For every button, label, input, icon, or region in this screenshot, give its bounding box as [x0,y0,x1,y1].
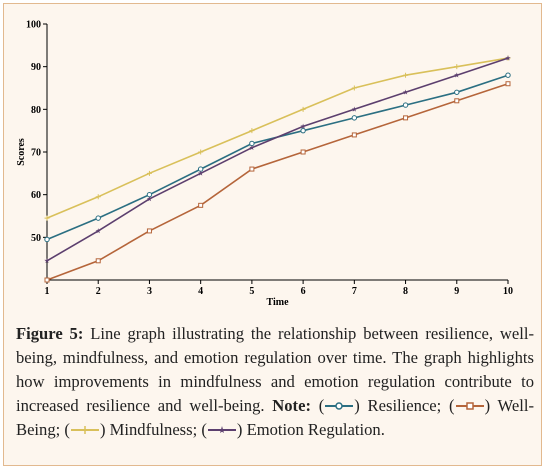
caption-text: Line graph illustrating the relationship… [16,324,534,415]
x-tick-label: 2 [96,286,101,297]
x-tick-label: 10 [503,286,513,297]
data-point-mindfulness [44,215,50,221]
y-tick-label: 70 [31,148,41,159]
data-point-resilience [44,236,50,243]
figure-caption: Figure 5: Line graph illustrating the re… [16,322,534,442]
legend-item-resilience: () Resilience; [318,396,442,415]
x-tick-label: 5 [249,286,254,297]
resilience-line-symbol [325,402,354,410]
legend-item-mindfulness: () Mindfulness; [64,420,198,439]
data-point-resilience [351,115,358,121]
line-chart: 50 60 70 80 90 100 1 2 3 4 5 6 7 8 9 10 Time Scores [16,20,513,309]
data-point-well-being [146,228,152,234]
data-point-resilience [454,89,460,95]
data-point-well-being [505,81,511,87]
data-point-emotion-regulation [249,144,255,150]
data-point-emotion-regulation [44,258,50,264]
data-point-resilience [95,215,101,221]
data-point-mindfulness [249,128,255,134]
data-point-mindfulness [454,64,460,70]
x-tick-label: 1 [45,286,50,297]
data-point-mindfulness [351,85,357,91]
data-point-emotion-regulation [300,123,306,129]
data-point-resilience [300,127,306,134]
data-point-well-being [351,132,357,138]
data-point-emotion-regulation [402,89,409,95]
y-tick-label: 90 [31,62,41,73]
mindfulness-line-symbol [70,426,99,434]
series-line-emotion-regulation [46,57,509,262]
legend-label-emotion-regulation: Emotion Regulation. [246,420,385,439]
series-line-well-being [46,82,509,281]
x-axis-label: Time [266,297,289,308]
data-point-emotion-regulation [505,55,511,61]
data-point-resilience [146,191,153,198]
x-tick-label: 8 [403,286,408,297]
data-point-well-being [300,149,306,155]
data-point-mindfulness [95,194,101,200]
data-point-mindfulness [403,72,409,78]
data-point-resilience [402,102,409,108]
data-point-mindfulness [146,170,152,176]
y-tick-label: 50 [31,233,41,244]
y-tick-label: 80 [31,105,41,116]
data-point-resilience [505,72,511,78]
data-point-emotion-regulation [198,170,204,176]
emotion-regulation-line-symbol [207,426,236,433]
y-tick-label: 60 [31,190,41,201]
series-line-mindfulness [46,57,509,219]
x-tick-label: 7 [352,286,357,297]
data-point-mindfulness [198,149,204,155]
caption-note-label: Note: [272,396,311,415]
legend-item-well-being: () Well-Being; [16,396,534,439]
legend-item-emotion-regulation: () Emotion Regulation. [201,420,385,439]
x-tick-label: 9 [454,286,459,297]
y-axis-label: Scores [16,138,27,166]
x-tick-label: 6 [301,286,306,297]
data-point-well-being [249,166,255,172]
legend-label-resilience: Resilience; [367,396,442,415]
caption-label: Figure 5: [16,324,84,343]
data-point-emotion-regulation [351,106,357,112]
data-point-emotion-regulation [454,72,460,78]
data-point-well-being [198,202,204,208]
x-tick-label: 3 [147,286,152,297]
figure-frame: 50 60 70 80 90 100 1 2 3 4 5 6 7 8 9 10 Time Scores Figur… [3,3,542,466]
data-point-well-being [44,277,50,283]
data-point-well-being [403,115,409,121]
data-point-mindfulness [300,106,306,112]
data-point-well-being [454,98,460,104]
data-point-well-being [95,258,101,264]
data-point-emotion-regulation [146,196,153,202]
series-line-resilience [46,74,509,241]
data-point-emotion-regulation [95,228,101,234]
y-tick-label: 100 [26,20,41,31]
well-being-line-symbol [455,402,484,410]
legend-label-mindfulness: Mindfulness; [109,420,198,439]
x-tick-label: 4 [198,286,203,297]
legend-label-well-being: Well-Being; [16,396,534,439]
